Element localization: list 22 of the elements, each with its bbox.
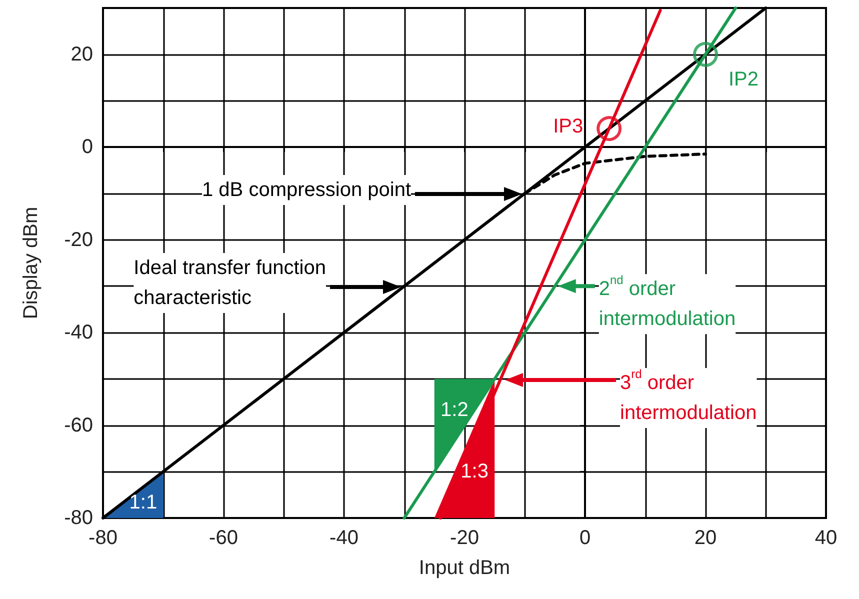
- annotation: 1:1: [129, 492, 158, 514]
- x-tick-label: -60: [209, 527, 238, 549]
- x-tick-label: 20: [694, 527, 717, 549]
- annotation: IP3: [553, 116, 584, 138]
- annotation: 1:3: [460, 460, 488, 483]
- x-tick-label: -40: [330, 527, 358, 549]
- x-tick-label: 0: [579, 527, 591, 549]
- x-tick-label: -20: [450, 527, 479, 549]
- y-tick-label: -60: [64, 414, 93, 436]
- annotation: 1:2: [440, 398, 468, 421]
- annotation: Ideal transfer function characteristic: [134, 257, 326, 309]
- y-tick-label: -20: [64, 228, 93, 251]
- annotation: IP2: [728, 68, 759, 90]
- y-axis-title: Display dBm: [20, 206, 42, 320]
- y-tick-label: -80: [64, 507, 93, 529]
- x-tick-label: -80: [88, 527, 118, 549]
- y-tick-label: 0: [82, 136, 93, 158]
- x-tick-label: 40: [814, 527, 838, 549]
- x-axis-title: Input dBm: [418, 557, 510, 579]
- annotation: 1 dB compression point: [202, 179, 412, 201]
- y-tick-label: -40: [64, 322, 93, 344]
- y-tick-label: 20: [70, 43, 93, 66]
